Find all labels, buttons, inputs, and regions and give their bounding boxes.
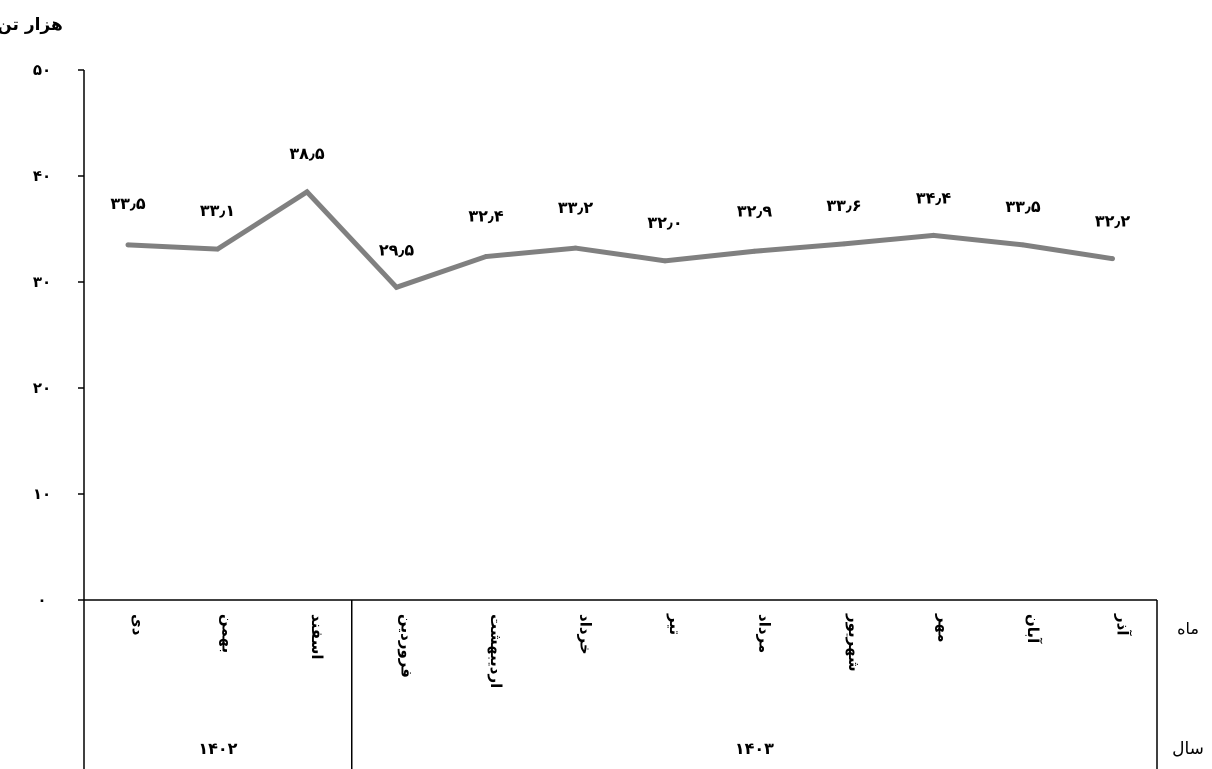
year-label: ۱۴۰۲	[198, 739, 237, 758]
series-line	[127, 188, 1113, 291]
y-tick-label: ۵۰	[33, 61, 51, 79]
x-tick-label: تیر	[666, 613, 684, 635]
data-label: ۳۸٫۵	[289, 144, 325, 163]
month-row-label: ماه	[1177, 619, 1199, 638]
data-point	[125, 242, 131, 248]
data-point	[215, 246, 220, 252]
x-tick-label: اسفند	[308, 614, 326, 659]
x-tick-label: اردیبهشت	[487, 614, 505, 688]
data-label: ۳۲٫۴	[468, 207, 504, 226]
data-point	[304, 189, 310, 195]
x-tick-label: آبان	[1024, 614, 1042, 644]
x-tick-label: بهمن	[219, 614, 237, 653]
data-point	[752, 248, 757, 254]
x-tick-label: شهریور	[845, 613, 863, 672]
data-label: ۳۳٫۲	[558, 198, 594, 217]
data-point	[1020, 242, 1026, 248]
x-tick-label: آذر	[1114, 613, 1132, 636]
data-label: ۳۲٫۰	[647, 213, 682, 232]
x-tick-label: دی	[129, 614, 147, 636]
data-point	[394, 284, 399, 290]
y-tick-label: ۱۰	[33, 485, 51, 503]
y-tick-label: ۲۰	[33, 379, 51, 397]
data-point	[931, 232, 936, 238]
y-axis-title: هزار تن	[0, 15, 63, 35]
data-label: ۳۲٫۲	[1095, 212, 1131, 231]
y-tick-label: ۰	[37, 591, 46, 609]
data-label: ۳۳٫۱	[200, 201, 235, 220]
data-label: ۳۳٫۵	[110, 194, 146, 213]
y-tick-label: ۴۰	[33, 167, 51, 185]
year-label: ۱۴۰۳	[735, 739, 774, 758]
data-point	[841, 241, 847, 247]
data-point	[1110, 256, 1115, 262]
x-tick-label: مرداد	[756, 614, 774, 653]
data-label: ۳۲٫۹	[737, 201, 773, 220]
data-label: ۳۴٫۴	[916, 188, 952, 207]
data-label: ۲۹٫۵	[379, 240, 415, 259]
data-point	[573, 245, 578, 251]
x-tick-label: مهر	[935, 613, 953, 643]
data-label: ۳۳٫۶	[826, 196, 861, 215]
data-point	[662, 258, 668, 264]
year-row-label: سال	[1172, 739, 1204, 759]
y-tick-label: ۳۰	[33, 273, 51, 291]
x-tick-label: فروردین	[398, 614, 416, 678]
x-tick-label: خرداد	[577, 614, 595, 655]
data-point	[483, 254, 489, 260]
data-label: ۳۳٫۵	[1005, 197, 1041, 216]
